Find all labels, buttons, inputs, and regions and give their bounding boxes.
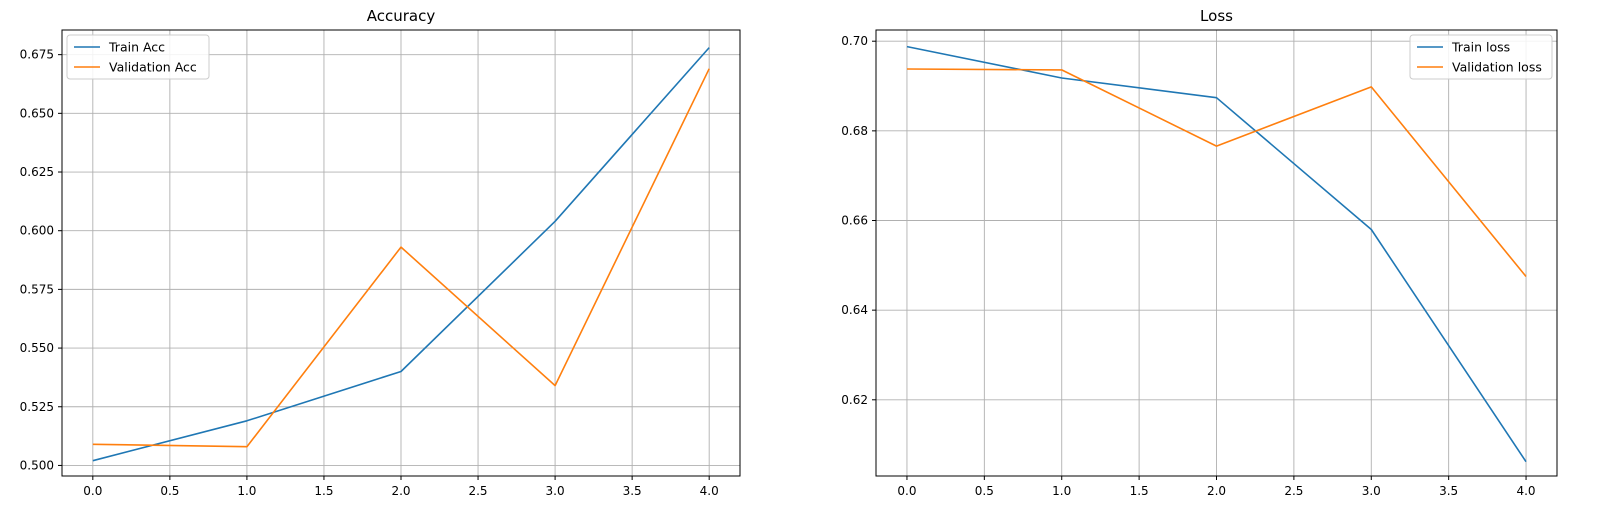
y-tick-label: 0.68 [841, 124, 868, 138]
x-tick-label: 3.5 [623, 484, 642, 498]
y-tick-label: 0.500 [20, 458, 54, 472]
x-tick-label: 0.0 [897, 484, 916, 498]
accuracy-chart: Accuracy 0.0 0.5 1.0 1.5 2.0 2.5 3.0 3.5 4.0 0.500… [20, 7, 741, 498]
x-tick-label: 4.0 [1516, 484, 1535, 498]
y-tick-label: 0.575 [20, 282, 54, 296]
plot-frame [61, 29, 741, 477]
y-tick-label: 0.550 [20, 341, 54, 355]
x-tick-label: 1.5 [1130, 484, 1149, 498]
x-tick-label: 0.0 [83, 484, 102, 498]
y-tick-label: 0.675 [20, 48, 54, 62]
legend-label: Train loss [1451, 40, 1510, 55]
y-tick-label: 0.525 [20, 400, 54, 414]
y-tick-label: 0.650 [20, 106, 54, 120]
legend-label: Validation Acc [109, 60, 197, 75]
x-tick-label: 0.5 [975, 484, 994, 498]
y-tick-label: 0.62 [841, 393, 868, 407]
x-tick-label: 3.5 [1439, 484, 1458, 498]
x-tick-label: 2.0 [391, 484, 410, 498]
x-tick-label: 4.0 [700, 484, 719, 498]
y-tick-label: 0.64 [841, 303, 868, 317]
legend-box [1409, 34, 1553, 80]
series-line-train-loss [906, 45, 1527, 463]
series-line-validation-acc [92, 68, 710, 448]
x-tick-label: 3.0 [1362, 484, 1381, 498]
loss-chart: Loss 0.0 0.5 1.0 1.5 2.0 2.5 3.0 3.5 4.0 0.62 0.64 0… [841, 7, 1558, 498]
legend: Train loss Validation loss [1409, 34, 1553, 80]
series-line-validation-loss [906, 68, 1527, 278]
y-tick-label: 0.625 [20, 165, 54, 179]
chart-title: Loss [1200, 7, 1233, 25]
x-tick-label: 1.0 [237, 484, 256, 498]
x-tick-label: 3.0 [546, 484, 565, 498]
x-tick-label: 2.5 [468, 484, 487, 498]
series-line-train-acc [92, 47, 710, 462]
legend: Train Acc Validation Acc [66, 34, 210, 80]
chart-title: Accuracy [367, 7, 436, 25]
x-tick-label: 2.0 [1207, 484, 1226, 498]
legend-box [66, 34, 210, 80]
plot-frame [875, 29, 1558, 477]
y-tick-label: 0.600 [20, 224, 54, 238]
x-tick-label: 0.5 [160, 484, 179, 498]
y-tick-label: 0.70 [841, 34, 868, 48]
x-tick-label: 1.0 [1052, 484, 1071, 498]
x-tick-label: 2.5 [1284, 484, 1303, 498]
y-tick-label: 0.66 [841, 214, 868, 228]
legend-label: Train Acc [108, 40, 165, 55]
legend-label: Validation loss [1452, 60, 1542, 75]
x-tick-label: 1.5 [314, 484, 333, 498]
